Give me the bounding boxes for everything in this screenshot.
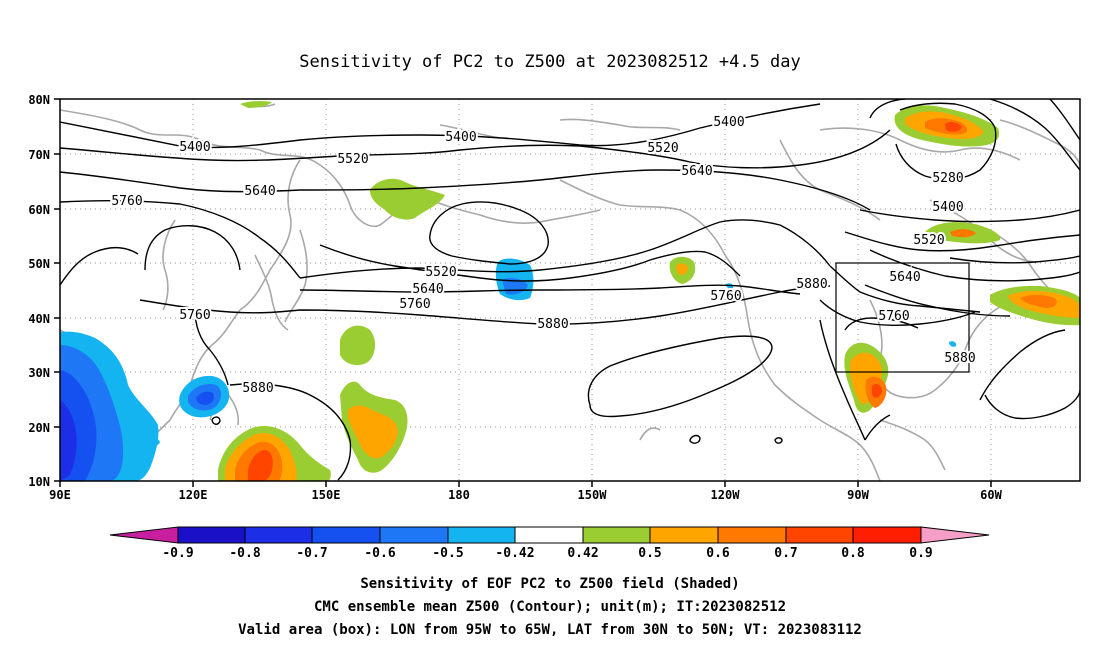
colorbar-swatch [514, 526, 584, 544]
contour-label: 5400 [179, 140, 210, 155]
colorbar-label: -0.8 [229, 546, 260, 561]
contour-label: 5760 [710, 289, 741, 304]
map-frame [59, 98, 1081, 482]
contour-label: 5520 [647, 141, 678, 156]
contour-label: 5640 [889, 270, 920, 285]
valid-area-box [835, 262, 970, 373]
sensitivity-shading [60, 100, 1080, 481]
contour-label: 5760 [399, 297, 430, 312]
lon-tick-label: 60W [980, 488, 1002, 502]
contour-label: 5760 [111, 194, 142, 209]
colorbar-swatch [311, 526, 381, 544]
contour-label: 5880 [537, 317, 568, 332]
colorbar-label: 0.5 [638, 546, 661, 561]
contour-label: 5520 [337, 152, 368, 167]
colorbar-label: 0.8 [841, 546, 865, 561]
colorbar-swatch [649, 526, 719, 544]
contour-label: 5520 [913, 233, 944, 248]
figure-title: Sensitivity of PC2 to Z500 at 2023082512… [299, 52, 801, 72]
lat-tick-label: 10N [28, 475, 50, 489]
lon-tick-label: 150E [312, 488, 341, 502]
lon-tick-label: 90W [847, 488, 869, 502]
contour-label: 5400 [445, 130, 476, 145]
colorbar: -0.9 -0.8 -0.7 -0.6 -0.5 -0.42 0.42 0.5 … [109, 526, 990, 561]
colorbar-swatch [379, 526, 449, 544]
lat-tick-label: 20N [28, 421, 50, 435]
colorbar-swatch [717, 526, 787, 544]
contour-label: 5640 [412, 282, 443, 297]
colorbar-swatch [785, 526, 854, 544]
contour-label: 5880 [242, 381, 273, 396]
lat-tick-label: 60N [28, 203, 50, 217]
colorbar-low-end [109, 526, 179, 544]
contour-labels: 5400 5400 5520 5400 5520 5640 5640 5760 … [109, 113, 977, 398]
contour-label: 5520 [425, 265, 456, 280]
lat-tick-label: 80N [28, 93, 50, 107]
colorbar-swatch [177, 526, 246, 544]
latitude-axis: 80N 70N 60N 50N 40N 30N 20N 10N [28, 93, 60, 489]
colorbar-swatch [244, 526, 313, 544]
lat-tick-label: 70N [28, 148, 50, 162]
lat-tick-label: 30N [28, 366, 50, 380]
colorbar-high-end [920, 526, 990, 544]
lon-tick-label: 120E [179, 488, 208, 502]
colorbar-label: 0.6 [706, 546, 730, 561]
lat-tick-label: 50N [28, 257, 50, 271]
lon-tick-label: 120W [711, 488, 741, 502]
contour-label: 5880 [944, 351, 975, 366]
caption-contour: CMC ensemble mean Z500 (Contour); unit(m… [314, 599, 786, 615]
contour-label: 5400 [713, 115, 744, 130]
lon-tick-label: 90E [49, 488, 71, 502]
colorbar-label: 0.42 [567, 546, 598, 561]
lon-tick-label: 150W [578, 488, 608, 502]
contour-label: 5640 [244, 184, 275, 199]
contour-label: 5760 [878, 309, 909, 324]
colorbar-label: -0.7 [296, 546, 327, 561]
colorbar-label: -0.9 [162, 546, 193, 561]
longitude-axis: 90E 120E 150E 180 150W 120W 90W 60W [49, 481, 1003, 502]
colorbar-label: -0.42 [495, 546, 534, 561]
contour-label: 5280 [932, 171, 963, 186]
caption-valid-area: Valid area (box): LON from 95W to 65W, L… [238, 622, 862, 638]
colorbar-label: -0.5 [432, 546, 463, 561]
contour-label: 5400 [932, 200, 963, 215]
lat-tick-label: 40N [28, 312, 50, 326]
colorbar-label: 0.9 [909, 546, 932, 561]
contour-label: 5880 [796, 277, 827, 292]
colorbar-swatch [582, 526, 651, 544]
colorbar-swatch [447, 526, 516, 544]
colorbar-swatch [852, 526, 922, 544]
contour-label: 5760 [179, 308, 210, 323]
map-panel: 5400 5400 5520 5400 5520 5640 5640 5760 … [28, 93, 1081, 502]
colorbar-label: -0.6 [364, 546, 395, 561]
z500-contours [60, 99, 1080, 481]
lon-tick-label: 180 [448, 488, 470, 502]
colorbar-label: 0.7 [774, 546, 797, 561]
contour-label: 5640 [681, 164, 712, 179]
caption-shading: Sensitivity of EOF PC2 to Z500 field (Sh… [360, 576, 739, 592]
